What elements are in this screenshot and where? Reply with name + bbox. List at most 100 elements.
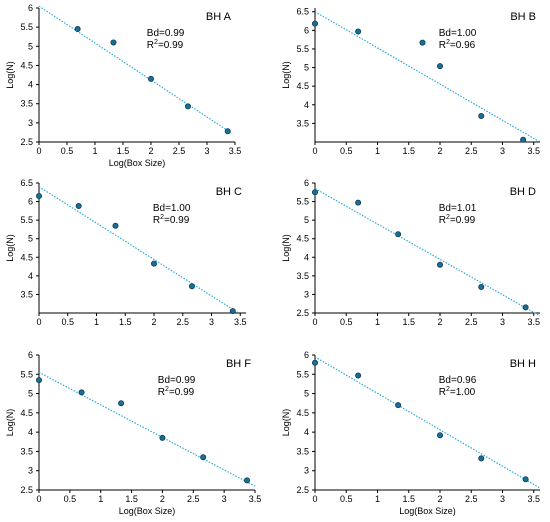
x-tick-label: 0.5 bbox=[61, 317, 74, 327]
y-tick-label: 4 bbox=[304, 427, 309, 437]
data-point bbox=[436, 432, 443, 439]
data-point bbox=[395, 231, 402, 238]
x-tick-label: 2.5 bbox=[465, 494, 478, 504]
x-tick-label: 3.5 bbox=[527, 494, 540, 504]
x-tick-label: 1 bbox=[375, 317, 380, 327]
fit-line bbox=[38, 371, 256, 487]
x-tick-label: 0.5 bbox=[340, 317, 353, 327]
panel-title: BH C bbox=[216, 186, 242, 198]
y-tick-label: 5.5 bbox=[20, 22, 33, 32]
x-tick-label: 2 bbox=[160, 494, 165, 504]
data-point bbox=[75, 203, 82, 210]
fit-line bbox=[314, 188, 541, 317]
x-tick-label: 0.5 bbox=[64, 494, 77, 504]
y-tick-label: 4 bbox=[28, 271, 33, 281]
x-tick-label: 1 bbox=[375, 494, 380, 504]
y-tick-label: 6 bbox=[304, 178, 309, 188]
y-tick-label: 2.5 bbox=[296, 485, 309, 495]
y-axis-label: Log(N) bbox=[5, 409, 15, 437]
y-tick-label: 6 bbox=[28, 197, 33, 207]
y-tick-label: 6 bbox=[28, 350, 33, 360]
y-tick-label: 4 bbox=[304, 100, 309, 110]
bd-annotation: Bd=0.96 bbox=[439, 375, 477, 386]
x-tick-label: 3.5 bbox=[249, 494, 262, 504]
data-point bbox=[36, 377, 43, 384]
y-tick-label: 3.5 bbox=[20, 446, 33, 456]
fit-line bbox=[314, 11, 541, 143]
bd-annotation: Bd=0.99 bbox=[158, 375, 196, 386]
y-tick-label: 6 bbox=[304, 25, 309, 35]
x-tick-label: 2 bbox=[437, 317, 442, 327]
data-point bbox=[355, 372, 362, 379]
x-tick-label: 3 bbox=[500, 494, 505, 504]
y-tick-label: 4 bbox=[304, 252, 309, 262]
x-tick-label: 1.5 bbox=[119, 317, 132, 327]
r2-annotation: R2=0.99 bbox=[158, 386, 195, 398]
data-point bbox=[355, 28, 362, 35]
data-point bbox=[150, 260, 157, 267]
y-tick-label: 4.5 bbox=[296, 234, 309, 244]
panel-title: BH D bbox=[510, 186, 536, 198]
y-tick-label: 2.5 bbox=[20, 485, 33, 495]
data-point bbox=[478, 283, 485, 290]
y-axis-label: Log(N) bbox=[5, 234, 15, 262]
x-tick-label: 3.5 bbox=[527, 317, 540, 327]
y-axis-label: Log(N) bbox=[281, 409, 291, 437]
x-tick-label: 2 bbox=[437, 146, 442, 156]
x-tick-label: 1 bbox=[98, 494, 103, 504]
x-tick-label: 1.5 bbox=[125, 494, 138, 504]
y-tick-label: 6.5 bbox=[296, 7, 309, 17]
chart-panel-4: 0 0.5 1 1.5 2 2.5 3 3.5 2.5 3 3.5 4 4.5 5 5.5 6 Log(Box … bbox=[5, 350, 261, 516]
y-tick-label: 6 bbox=[304, 350, 309, 360]
data-point bbox=[522, 476, 529, 483]
data-point bbox=[243, 477, 250, 484]
y-tick-label: 4.5 bbox=[20, 408, 33, 418]
data-point bbox=[311, 20, 318, 27]
y-tick-label: 5 bbox=[304, 63, 309, 73]
panel-title: BH A bbox=[206, 11, 232, 23]
x-tick-label: 0 bbox=[36, 317, 41, 327]
x-tick-label: 2.5 bbox=[173, 146, 186, 156]
data-point bbox=[311, 189, 318, 196]
y-tick-label: 6 bbox=[28, 3, 33, 13]
y-tick-label: 5.5 bbox=[296, 197, 309, 207]
x-tick-label: 3.5 bbox=[234, 317, 247, 327]
data-point bbox=[419, 39, 426, 46]
panel-title: BH H bbox=[510, 358, 536, 370]
x-tick-label: 0 bbox=[36, 146, 41, 156]
x-axis-label: Log(Box Size) bbox=[399, 506, 456, 516]
x-tick-label: 2 bbox=[148, 146, 153, 156]
data-point bbox=[147, 75, 154, 82]
fit-line bbox=[38, 5, 233, 135]
x-tick-label: 3 bbox=[222, 494, 227, 504]
bd-annotation: Bd=1.01 bbox=[439, 203, 477, 214]
data-point bbox=[74, 26, 81, 33]
data-point bbox=[224, 128, 231, 135]
y-tick-label: 3 bbox=[304, 466, 309, 476]
fit-line bbox=[38, 186, 238, 313]
chart-panel-0: 0 0.5 1 1.5 2 2.5 3 3.5 2.5 3 3.5 4 4.5 5 5.5 6 Log(Box … bbox=[5, 3, 241, 168]
data-point bbox=[311, 359, 318, 366]
chart-panel-3: 0 0.5 1 1.5 2 2.5 3 3.5 2.5 3 3.5 4 4.5 5 5.5 6 Log(N) BH… bbox=[281, 178, 541, 327]
x-tick-label: 0 bbox=[312, 317, 317, 327]
y-tick-label: 3.5 bbox=[20, 99, 33, 109]
y-tick-label: 3 bbox=[28, 118, 33, 128]
bd-annotation: Bd=0.99 bbox=[147, 28, 185, 39]
y-tick-label: 5.5 bbox=[296, 369, 309, 379]
x-tick-label: 3.5 bbox=[527, 146, 540, 156]
data-point bbox=[395, 402, 402, 409]
y-tick-label: 2.5 bbox=[20, 137, 33, 147]
y-tick-label: 6.5 bbox=[20, 178, 33, 188]
x-tick-label: 3 bbox=[204, 146, 209, 156]
y-tick-label: 3.5 bbox=[20, 289, 33, 299]
x-tick-label: 0.5 bbox=[340, 494, 353, 504]
x-tick-label: 0.5 bbox=[61, 146, 74, 156]
x-tick-label: 1.5 bbox=[402, 317, 415, 327]
data-point bbox=[36, 192, 43, 199]
data-point bbox=[118, 400, 125, 407]
y-tick-label: 5.5 bbox=[296, 44, 309, 54]
data-point bbox=[436, 261, 443, 268]
x-tick-label: 0 bbox=[312, 494, 317, 504]
